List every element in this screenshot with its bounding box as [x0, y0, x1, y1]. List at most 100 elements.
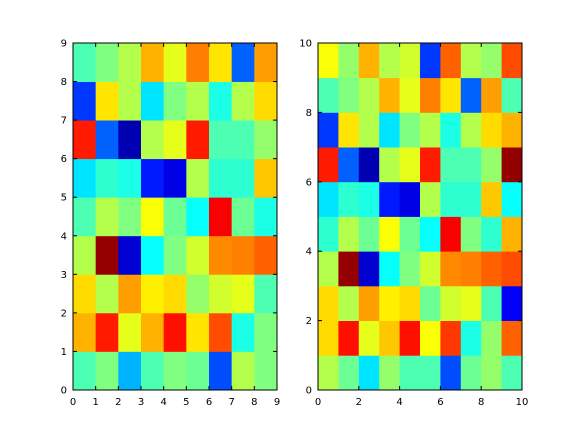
heatmap-cell [440, 77, 462, 113]
heatmap-cell [338, 355, 360, 391]
heatmap-cell [501, 251, 523, 287]
heatmap-cell [141, 197, 165, 237]
heatmap-cell [118, 43, 142, 82]
heatmap-cell [501, 320, 523, 356]
heatmap-cell [338, 285, 360, 321]
y-tick-label: 4 [306, 247, 312, 258]
heatmap-cell [73, 43, 97, 82]
y-tick-label: 6 [61, 154, 67, 165]
heatmap-cell [338, 77, 360, 113]
heatmap-cell [440, 320, 462, 356]
heatmap-cell [254, 43, 278, 82]
heatmap-cell [209, 351, 233, 391]
heatmap-cell [481, 77, 502, 113]
heatmap-cell [163, 312, 187, 352]
heatmap-cell [420, 112, 441, 148]
heatmap-cell [420, 147, 441, 183]
heatmap-cell [318, 320, 339, 356]
heatmap-cell [186, 43, 210, 82]
heatmap-cell [318, 77, 339, 113]
heatmap-cell [420, 181, 441, 217]
x-tick-label: 0 [315, 397, 321, 408]
y-tick-label: 5 [61, 193, 67, 204]
heatmap-cell [141, 158, 165, 198]
heatmap-cell [73, 351, 97, 391]
heatmap-cell [420, 251, 441, 287]
heatmap-cell [231, 197, 255, 237]
heatmap-cell [460, 147, 482, 183]
heatmap-cell [379, 320, 400, 356]
heatmap-cell [440, 112, 462, 148]
heatmap-cell [481, 181, 502, 217]
heatmap-cell [73, 81, 97, 121]
heatmap-cell [420, 216, 441, 252]
y-tick-label: 2 [306, 316, 312, 327]
heatmap-cell [209, 43, 233, 82]
heatmap-cell [209, 120, 233, 160]
heatmap-cell [318, 43, 339, 79]
heatmap-cell [95, 351, 119, 391]
heatmap-cell [460, 216, 482, 252]
heatmap-cell [186, 235, 210, 275]
heatmap-cell [460, 285, 482, 321]
heatmap-cell [73, 120, 97, 160]
heatmap-cell [254, 312, 278, 352]
heatmap-cell [231, 235, 255, 275]
heatmap-cell [209, 274, 233, 314]
heatmap-cell [163, 197, 187, 237]
heatmap-cell [420, 77, 441, 113]
heatmap-cell [141, 81, 165, 121]
heatmap-cell [254, 120, 278, 160]
heatmap-cell [481, 147, 502, 183]
heatmap-cell [318, 181, 339, 217]
heatmap-cell [95, 43, 119, 82]
heatmap-cell [501, 216, 523, 252]
heatmap-cell [358, 112, 380, 148]
heatmap-cell [73, 158, 97, 198]
heatmap-cell [231, 81, 255, 121]
heatmap-cell [481, 43, 502, 79]
y-tick-label: 0 [306, 386, 312, 397]
heatmap-cell [118, 158, 142, 198]
heatmap-cell [481, 112, 502, 148]
heatmap-cell [501, 77, 523, 113]
heatmap-cell [481, 216, 502, 252]
heatmap-cell [186, 312, 210, 352]
heatmap-cell [460, 112, 482, 148]
x-tick-label: 10 [516, 397, 529, 408]
heatmap-cell [501, 181, 523, 217]
heatmap-cell [95, 312, 119, 352]
heatmap-cell [73, 274, 97, 314]
heatmap-cell [399, 216, 421, 252]
heatmap-cell [209, 235, 233, 275]
heatmap-cell [338, 251, 360, 287]
heatmap-cell [141, 43, 165, 82]
heatmap-cell [118, 312, 142, 352]
heatmap-cell [379, 216, 400, 252]
heatmap-cell [460, 43, 482, 79]
y-tick-label: 1 [61, 347, 67, 358]
heatmap-cell [399, 355, 421, 391]
heatmap-cell [254, 81, 278, 121]
heatmap-cell [73, 197, 97, 237]
heatmap-cell [318, 355, 339, 391]
x-tick-label: 7 [228, 397, 234, 408]
heatmap-cell [399, 43, 421, 79]
heatmap-cell [460, 251, 482, 287]
heatmap-cell [118, 351, 142, 391]
heatmap-cell [379, 355, 400, 391]
y-tick-label: 9 [61, 39, 67, 50]
heatmap-cell [420, 43, 441, 79]
heatmap-cell [338, 320, 360, 356]
left-heatmap-panel: 0 1 2 3 4 5 6 7 8 9 0 1 2 3 4 5 6 7 8 9 [61, 39, 281, 409]
heatmap-cell [440, 355, 462, 391]
heatmap-cell [440, 43, 462, 79]
heatmap-cell [399, 77, 421, 113]
heatmap-cell [460, 320, 482, 356]
heatmap-cell [379, 77, 400, 113]
heatmap-cell [399, 181, 421, 217]
heatmap-cell [95, 235, 119, 275]
heatmap-cell [163, 274, 187, 314]
heatmap-cell [338, 181, 360, 217]
heatmap-cell [186, 274, 210, 314]
